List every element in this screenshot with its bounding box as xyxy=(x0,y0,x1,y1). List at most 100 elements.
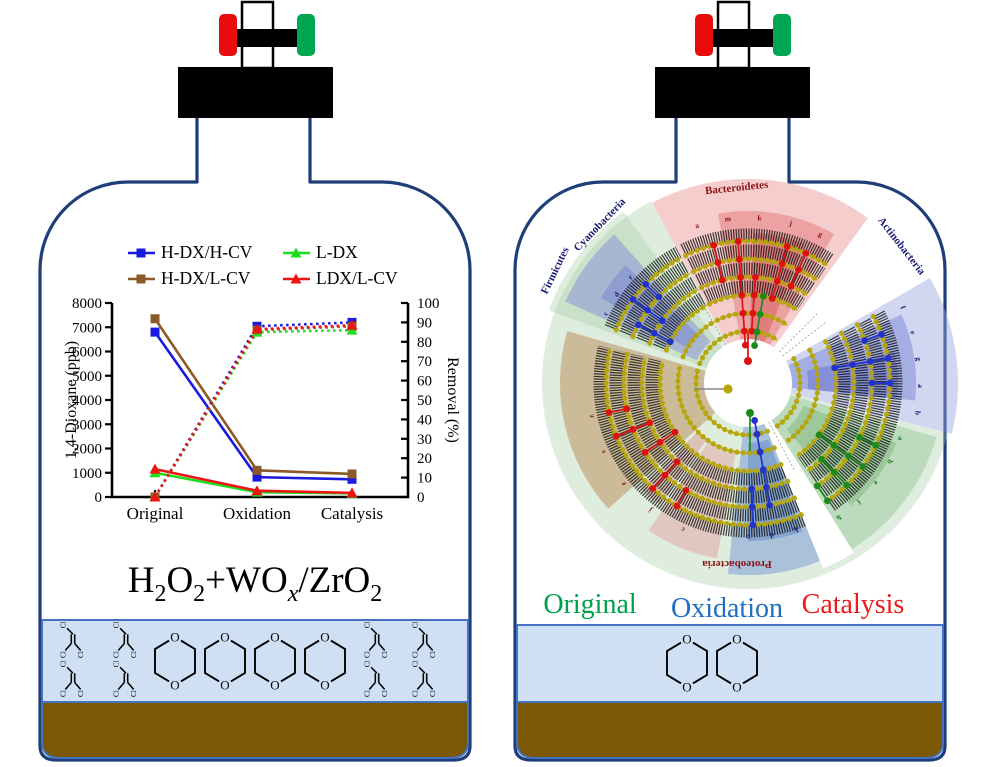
legend-label: H-DX/H-CV xyxy=(161,242,253,262)
clade-node xyxy=(655,293,663,301)
left-tick-label: 0 xyxy=(95,490,103,506)
sediment-layer xyxy=(41,701,469,759)
clade-node xyxy=(830,441,838,449)
taxa-text-band xyxy=(808,326,869,483)
oxygen-mask xyxy=(680,680,694,694)
left-tick-label: 2000 xyxy=(72,442,102,458)
taxon-letter: z xyxy=(586,413,596,419)
tree-ring-nodes xyxy=(647,286,701,346)
taxon-letter: b xyxy=(885,458,895,466)
tree-ring-nodes xyxy=(675,363,777,456)
taxon-letter: b xyxy=(913,410,923,416)
right-tick-label: 30 xyxy=(417,432,432,448)
taxa-text-band xyxy=(619,260,690,337)
clade-node xyxy=(756,310,764,318)
x-category-label: Oxidation xyxy=(223,504,291,523)
taxa-text-band xyxy=(680,228,835,266)
right-tick-label: 100 xyxy=(417,296,440,312)
data-marker xyxy=(252,465,262,475)
link-line xyxy=(782,322,826,357)
clade-node xyxy=(673,502,681,510)
clade-node xyxy=(859,463,867,470)
taxon-letter: m xyxy=(724,214,732,224)
chlorine-label: Cl xyxy=(411,690,419,697)
dioxane-molecule: OO xyxy=(154,630,196,693)
chlorinated-ethene-molecule: Cl Cl Cl xyxy=(59,621,85,658)
clade-node xyxy=(658,317,666,325)
chlorine-label: Cl xyxy=(411,621,419,628)
data-marker xyxy=(346,319,358,330)
clade-node xyxy=(718,276,726,284)
clade-node xyxy=(635,321,642,329)
chlorinated-ethene-molecule: Cl Cl Cl xyxy=(59,660,85,697)
oxygen-mask xyxy=(730,680,744,694)
data-marker xyxy=(346,487,358,498)
bonds xyxy=(368,627,386,651)
tree-ring-nodes xyxy=(613,255,684,333)
oxygen-mask xyxy=(318,678,332,692)
chlorinated-ethene-molecule: Cl Cl Cl xyxy=(363,621,389,658)
right-tick-label: 20 xyxy=(417,451,432,467)
clade-node xyxy=(818,455,826,463)
data-marker xyxy=(252,472,262,482)
right-tick-label: 60 xyxy=(417,374,432,390)
catalyst-formula: H2O2+WOx/ZrO2 xyxy=(128,560,383,607)
clade-node xyxy=(710,241,718,249)
valve-green-handle xyxy=(297,14,315,56)
taxon-letter: a xyxy=(694,221,701,231)
root-node xyxy=(723,384,733,394)
clade-node xyxy=(844,452,852,460)
taxon-letter: k xyxy=(792,525,800,535)
chlorine-label: Cl xyxy=(363,651,371,658)
oxygen-label: O xyxy=(320,678,329,693)
tree-ring-nodes xyxy=(794,339,839,459)
valve-red-handle xyxy=(695,14,713,56)
clade-node xyxy=(649,485,657,492)
clade-node xyxy=(763,483,770,491)
bonds xyxy=(117,627,135,651)
taxa-text-band xyxy=(627,353,794,504)
legend-original: Original xyxy=(543,589,637,620)
clade-node xyxy=(778,260,786,268)
valve-red-handle xyxy=(219,14,237,56)
left-tick-label: 3000 xyxy=(72,417,102,433)
oxygen-label: O xyxy=(170,630,179,645)
series-line-LDX-L-CV-removal xyxy=(153,324,353,498)
oxygen-mask xyxy=(168,630,182,644)
phylum-label-proteobacteria: Proteobacteria xyxy=(702,558,772,570)
taxon-letter: h xyxy=(834,513,843,523)
legend-oxidation: Oxidation xyxy=(671,593,783,624)
taxa-text-band xyxy=(652,292,707,350)
link-line xyxy=(778,313,818,353)
chlorine-label: Cl xyxy=(363,621,371,628)
chlorine-label: Cl xyxy=(130,651,138,658)
chlorine-label: Cl xyxy=(112,690,120,697)
clade-node xyxy=(886,379,894,387)
chlorine-label: Cl xyxy=(363,660,371,667)
dioxane-molecule: OO xyxy=(204,630,246,693)
taxon-letter: j xyxy=(787,218,793,228)
chlorinated-ethene-molecule: Cl Cl Cl xyxy=(363,660,389,697)
chlorine-label: Cl xyxy=(77,651,85,658)
tree-ring-nodes xyxy=(774,355,803,429)
clade-node xyxy=(661,471,669,479)
valve-assembly-left xyxy=(178,0,333,118)
tree-ring-nodes xyxy=(697,334,727,367)
clade-node xyxy=(753,328,761,336)
tree-ring-nodes xyxy=(630,270,693,340)
taxon-letter: a xyxy=(916,384,925,388)
right-tick-label: 10 xyxy=(417,471,432,487)
chlorinated-ethene-molecule: Cl Cl Cl xyxy=(411,621,437,658)
right-tick-label: 0 xyxy=(417,490,425,506)
taxon-letter: j xyxy=(646,506,655,516)
right-tick-label: 70 xyxy=(417,354,432,370)
clade-shade xyxy=(565,234,711,361)
valve-bar xyxy=(710,29,776,47)
clade-node xyxy=(884,354,892,362)
chlorine-label: Cl xyxy=(130,690,138,697)
